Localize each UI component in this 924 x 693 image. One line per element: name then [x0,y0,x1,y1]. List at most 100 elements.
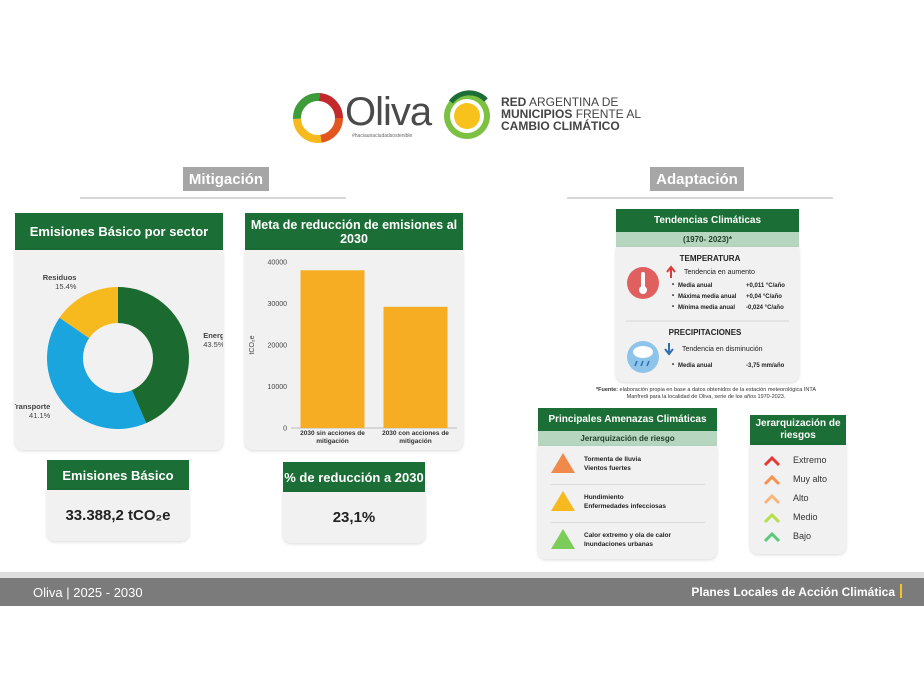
risk-label: Muy alto [793,474,828,484]
threat-icon [551,529,575,549]
slice-label: Transporte [15,402,50,411]
footer [0,578,924,606]
trend-text: Tendencia en aumento [684,269,755,276]
threat-line: Vientos fuertes [584,465,631,472]
y-tick-label: 40000 [268,260,288,267]
panel-subtitle: (1970- 2023)* [616,232,799,247]
panel: Tormenta de lluvia Vientos fuertes Hundimi… [538,446,717,559]
chevron [763,455,781,467]
chart-title: Emisiones Básico por sector [15,213,223,250]
footer-right: Planes Locales de Acción Climática [691,585,895,599]
oliva-logo-text: Oliva [345,90,432,134]
slice-label: Energia [203,331,223,340]
logo-ring [293,93,343,143]
trend-row: • Media anual +0,011 °C/año [672,282,797,293]
panel: Extremo Muy alto Alto Medio Bajo [750,445,846,554]
threat-text: Calor extremo y ola de calor Inundaciones… [584,531,671,549]
risk-icon [763,493,781,505]
logo-ring [293,93,343,143]
card-value: 23,1% [283,492,425,543]
section-heading: Mitigación [183,167,269,191]
triangle [551,529,575,549]
card-title: Emisiones Básico [47,460,189,490]
bar [383,306,448,428]
divider [567,197,833,199]
source-lead: *Fuente: [595,387,618,393]
ramcc-word: RED [501,95,527,109]
row-value: -3,75 mm/año [746,363,785,369]
trend-row: • Máxima media anual +0,04 °C/año [672,293,797,304]
bar-chart: 0 10000 20000 30000 40000 tCO₂e 2030 sin accio… [249,260,457,445]
card-value: 33.388,2 tCO₂e [47,490,189,541]
subsection-title: PRECIPITACIONES [668,328,742,337]
bullet: • [672,304,675,310]
trend-text: Tendencia en disminución [682,346,763,353]
donut-slice [59,287,118,339]
row-value: +0,011 °C/año [746,283,785,289]
thermometer [641,272,645,288]
ramcc-word: MUNICIPIOS [501,107,573,121]
divider [550,522,705,523]
cloud [633,346,653,358]
x-tick-label: 2030 con acciones de mitigación [382,430,449,445]
slice-value: 15.4% [55,282,77,291]
panel-subtitle: Jerarquización de riesgo [538,431,717,446]
threat-line: Enfermedades infecciosas [584,503,667,510]
up-arrow [666,265,676,278]
trend-row: • Mínima media anual -0,024 °C/año [672,304,797,315]
bullet: • [672,282,675,288]
trend-icons [626,265,789,373]
panel-title: Principales Amenazas Climáticas [538,408,717,431]
logo-arc [449,90,488,104]
risk-label: Alto [793,493,809,503]
divider [80,197,346,199]
chevron [763,512,781,524]
rows: • Media anual +0,011 °C/año • Máxima media a… [672,282,797,315]
down-arrow [664,343,674,356]
divider [550,484,705,485]
bullet: • [672,362,675,368]
rain [634,360,650,367]
footer-band [0,572,924,578]
source-note: *Fuente: elaboración propia en base a da… [590,387,822,401]
risk-icon [763,531,781,543]
card-title: % de reducción a 2030 [283,462,425,492]
subsection-title: TEMPERATURA [679,254,741,263]
risk-icon [763,512,781,524]
logo-circle [454,103,480,129]
section-heading: Adaptación [650,167,744,191]
bullet: • [672,293,675,299]
threat-line: Calor extremo y ola de calor [584,532,672,539]
chevron [763,474,781,486]
trend-row: • Media anual -3,75 mm/año [672,362,797,373]
threat-icon [551,491,575,511]
threat-icon [551,453,575,473]
y-tick-label: 30000 [268,301,288,308]
risk-label: Bajo [793,531,812,541]
risk-label: Extremo [793,455,827,465]
slice-value: 43.5% [203,340,223,349]
row-value: -0,024 °C/año [746,305,784,311]
threat-line: Hundimiento [584,494,624,501]
donut-slice [118,287,189,424]
threat-line: Inundaciones urbanas [584,541,653,548]
logos [293,90,490,143]
rows: • Media anual -3,75 mm/año [672,362,797,373]
bar [300,270,365,428]
thermometer [639,286,647,294]
slice-label: Residuos [43,273,77,282]
chevron [763,493,781,505]
ramcc-text: RED ARGENTINA DE MUNICIPIOS FRENTE AL CA… [501,96,641,132]
footer-accent [900,584,902,598]
threat-text: Hundimiento Enfermedades infecciosas [584,493,666,511]
y-axis-label: tCO₂e [249,335,256,354]
triangle [551,453,575,473]
row-value: +0,04 °C/año [746,294,782,300]
row-label: Mínima media anual [678,305,736,311]
row-label: Media anual [678,363,713,369]
x-tick-label: 2030 sin acciones de mitigación [300,430,365,445]
y-tick-label: 20000 [268,343,288,350]
x-tick-label-box: 2030 sin acciones de mitigación [300,430,365,445]
